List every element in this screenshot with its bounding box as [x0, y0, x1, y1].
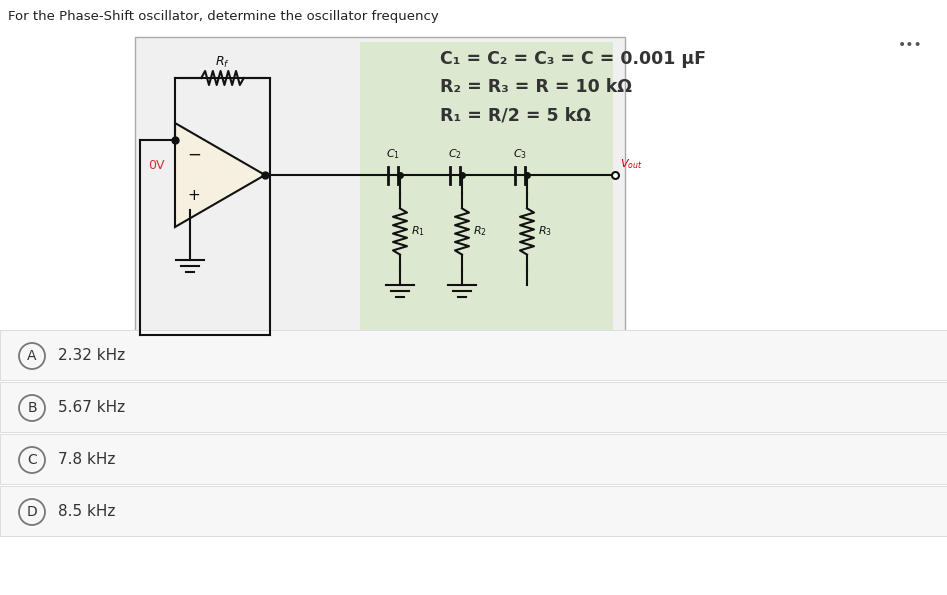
Text: $R_1$: $R_1$: [411, 224, 425, 239]
Text: −: −: [187, 146, 201, 164]
Text: $C_3$: $C_3$: [513, 147, 527, 161]
Text: R₁ = R/2 = 5 kΩ: R₁ = R/2 = 5 kΩ: [440, 106, 591, 124]
Text: 5.67 kHz: 5.67 kHz: [58, 400, 125, 415]
FancyBboxPatch shape: [0, 382, 947, 432]
Text: $C_1$: $C_1$: [386, 147, 400, 161]
FancyBboxPatch shape: [0, 330, 947, 380]
Text: R₂ = R₃ = R = 10 kΩ: R₂ = R₃ = R = 10 kΩ: [440, 78, 632, 96]
Text: B: B: [27, 401, 37, 415]
Text: 0V: 0V: [148, 158, 165, 171]
FancyBboxPatch shape: [0, 486, 947, 536]
Text: $C_2$: $C_2$: [448, 147, 462, 161]
Text: For the Phase-Shift oscillator, determine the oscillator frequency: For the Phase-Shift oscillator, determin…: [8, 10, 438, 23]
FancyBboxPatch shape: [0, 434, 947, 484]
Text: •••: •••: [898, 38, 922, 52]
Text: 8.5 kHz: 8.5 kHz: [58, 505, 116, 519]
Text: A: A: [27, 349, 37, 363]
Polygon shape: [175, 123, 265, 227]
Text: $V_{out}$: $V_{out}$: [620, 157, 643, 171]
Text: $R_3$: $R_3$: [538, 224, 552, 239]
Text: 2.32 kHz: 2.32 kHz: [58, 349, 125, 364]
FancyBboxPatch shape: [360, 42, 613, 350]
Text: C: C: [27, 453, 37, 467]
Text: +: +: [187, 187, 200, 202]
Text: C₁ = C₂ = C₃ = C = 0.001 μF: C₁ = C₂ = C₃ = C = 0.001 μF: [440, 50, 706, 68]
Text: $R_2$: $R_2$: [473, 224, 487, 239]
FancyBboxPatch shape: [135, 37, 625, 355]
Text: D: D: [27, 505, 37, 519]
Text: 7.8 kHz: 7.8 kHz: [58, 453, 116, 468]
Text: $R_f$: $R_f$: [215, 55, 230, 70]
